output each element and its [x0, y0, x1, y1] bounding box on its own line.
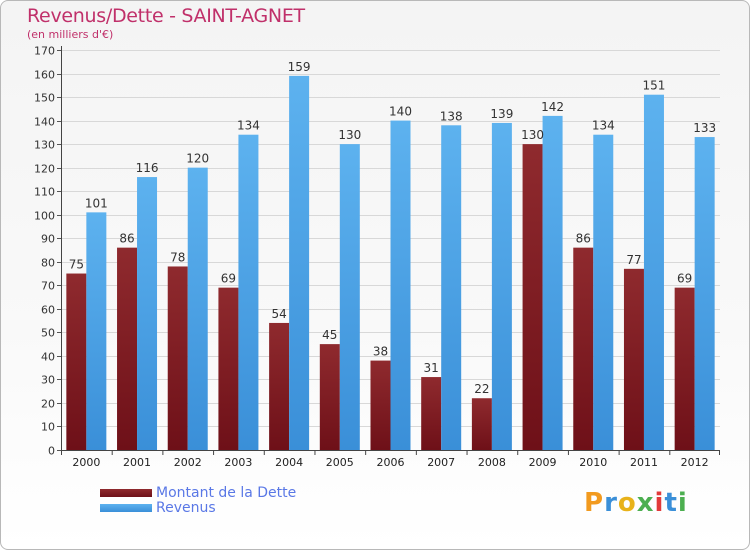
- x-tick-label-2009: 2009: [529, 456, 557, 469]
- bar-dette-2000: [66, 273, 87, 450]
- bar-revenus-2012: [694, 137, 715, 450]
- chart-title: Revenus/Dette - SAINT-AGNET: [27, 5, 305, 27]
- y-tick-label: 0: [48, 445, 55, 458]
- y-tick-label: 90: [41, 233, 55, 246]
- bar-chart: 0 10 20 30 40 50 60 70 80 90 100 110 120 130 140 150 160…: [34, 45, 720, 469]
- data-label-revenus-2001: 116: [136, 161, 159, 175]
- bar-dette-2012: [674, 287, 695, 450]
- bar-dette-2001: [117, 247, 138, 450]
- logo-letter: P: [584, 488, 605, 518]
- legend-label-revenus: Revenus: [156, 500, 216, 516]
- y-tick-label: 130: [34, 139, 55, 152]
- bar-revenus-2002: [187, 167, 208, 450]
- logo-letter: r: [604, 488, 618, 518]
- data-label-dette-2003: 69: [221, 272, 236, 286]
- bar-dette-2011: [623, 268, 644, 450]
- data-label-dette-2007: 31: [424, 361, 439, 375]
- data-label-dette-2010: 86: [576, 232, 591, 246]
- data-label-revenus-2004: 159: [288, 60, 311, 74]
- data-label-revenus-2005: 130: [338, 128, 361, 142]
- x-tick-label-2004: 2004: [275, 456, 303, 469]
- x-tick-label-2000: 2000: [72, 456, 100, 469]
- bar-revenus-2006: [390, 120, 411, 451]
- data-label-dette-2000: 75: [69, 258, 84, 272]
- y-tick-label: 140: [34, 116, 55, 129]
- bar-revenus-2010: [593, 134, 614, 451]
- proxiti-logo: Proxiti: [584, 488, 688, 518]
- bar-revenus-2009: [542, 115, 563, 450]
- y-tick-label: 80: [41, 257, 55, 270]
- bar-dette-2007: [421, 377, 442, 450]
- bar-revenus-2001: [137, 177, 158, 450]
- data-label-revenus-2009: 142: [541, 100, 564, 114]
- x-tick-label-2003: 2003: [224, 456, 252, 469]
- x-tick-label-2006: 2006: [377, 456, 405, 469]
- bar-revenus-2003: [238, 134, 259, 451]
- data-label-revenus-2007: 138: [440, 109, 463, 123]
- data-label-revenus-2000: 101: [85, 196, 108, 210]
- x-tick-label-2002: 2002: [174, 456, 202, 469]
- data-label-dette-2002: 78: [170, 250, 185, 264]
- legend-label-dette: Montant de la Dette: [156, 485, 297, 501]
- data-label-dette-2011: 77: [626, 253, 641, 267]
- y-tick-label: 150: [34, 92, 55, 105]
- bar-revenus-2000: [86, 212, 107, 450]
- bar-revenus-2008: [491, 122, 512, 451]
- x-tick-label-2010: 2010: [579, 456, 607, 469]
- logo-letter: t: [664, 488, 678, 518]
- bar-revenus-2011: [643, 94, 664, 451]
- x-tick-label-2011: 2011: [630, 456, 658, 469]
- x-tick-label-2007: 2007: [427, 456, 455, 469]
- data-label-revenus-2010: 134: [592, 119, 615, 133]
- data-label-dette-2009: 130: [521, 128, 544, 142]
- bar-dette-2008: [471, 398, 492, 450]
- data-label-dette-2004: 54: [271, 307, 286, 321]
- logo-letter: i: [677, 488, 688, 518]
- logo-letter: x: [636, 488, 655, 518]
- data-label-revenus-2008: 139: [490, 107, 513, 121]
- data-label-revenus-2006: 140: [389, 105, 412, 119]
- data-label-revenus-2011: 151: [643, 79, 666, 93]
- y-tick-label: 40: [41, 351, 55, 364]
- y-tick-label: 110: [34, 186, 55, 199]
- legend-swatch-revenus: [100, 504, 152, 512]
- data-label-revenus-2012: 133: [693, 121, 716, 135]
- y-tick-label: 60: [41, 304, 55, 317]
- logo-letter: i: [654, 488, 665, 518]
- y-tick-label: 50: [41, 327, 55, 340]
- data-label-revenus-2002: 120: [186, 152, 209, 166]
- legend-swatch-dette: [100, 489, 152, 497]
- data-label-dette-2012: 69: [677, 272, 692, 286]
- bar-revenus-2007: [441, 125, 462, 450]
- bar-dette-2006: [370, 360, 391, 450]
- x-tick-label-2005: 2005: [326, 456, 354, 469]
- y-tick-label: 160: [34, 69, 55, 82]
- bar-dette-2003: [218, 287, 239, 450]
- y-tick-label: 100: [34, 210, 55, 223]
- y-tick-label: 10: [41, 421, 55, 434]
- bar-revenus-2005: [339, 144, 360, 450]
- x-tick-label-2001: 2001: [123, 456, 151, 469]
- data-label-dette-2005: 45: [322, 328, 337, 342]
- data-label-revenus-2003: 134: [237, 119, 260, 133]
- chart-subtitle: (en milliers d'€): [27, 28, 114, 41]
- bar-dette-2005: [319, 344, 340, 450]
- x-tick-label-2012: 2012: [681, 456, 709, 469]
- data-label-dette-2008: 22: [474, 382, 489, 396]
- logo-letter: o: [617, 488, 637, 518]
- data-label-dette-2001: 86: [119, 232, 134, 246]
- bar-dette-2004: [269, 322, 290, 450]
- y-tick-label: 170: [34, 45, 55, 58]
- y-tick-label: 70: [41, 280, 55, 293]
- y-tick-label: 30: [41, 374, 55, 387]
- bar-revenus-2004: [289, 75, 310, 450]
- bar-dette-2010: [573, 247, 594, 450]
- bar-dette-2002: [167, 266, 188, 450]
- data-label-dette-2006: 38: [373, 345, 388, 359]
- y-tick-label: 20: [41, 398, 55, 411]
- y-tick-label: 120: [34, 163, 55, 176]
- bar-dette-2009: [522, 144, 543, 450]
- x-tick-label-2008: 2008: [478, 456, 506, 469]
